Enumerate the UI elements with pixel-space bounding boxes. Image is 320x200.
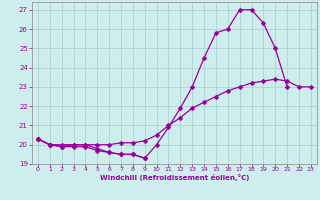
X-axis label: Windchill (Refroidissement éolien,°C): Windchill (Refroidissement éolien,°C): [100, 174, 249, 181]
